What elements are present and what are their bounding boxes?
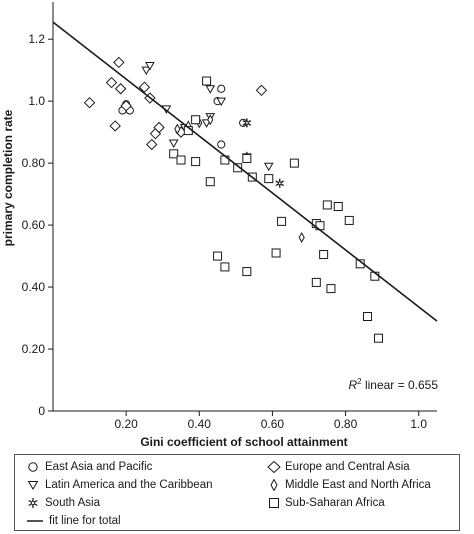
data-point: [277, 216, 287, 226]
data-point: [202, 76, 212, 86]
data-point: [145, 62, 155, 71]
circle-marker-icon: [28, 462, 38, 472]
data-point: [263, 162, 274, 172]
x-tick-label: 0.20: [114, 417, 138, 431]
data-point: [138, 81, 151, 93]
data-point: [153, 121, 165, 134]
data-point: [298, 231, 305, 244]
data-point: [333, 202, 343, 211]
data-point: [205, 85, 216, 94]
data-point: [271, 248, 281, 258]
y-axis-ticks: 0 0.20 0.40 0.60 0.80 1.0 1.2: [22, 32, 53, 418]
line-marker-icon: [27, 520, 43, 522]
data-point: [255, 84, 268, 97]
square-marker-icon: [269, 498, 279, 508]
diamond-marker-icon: [267, 461, 281, 473]
data-point: [344, 215, 354, 225]
legend-label: South Asia: [45, 497, 100, 509]
legend: East Asia and Pacific Europe and Central…: [14, 454, 460, 531]
y-tick-label: 0.20: [22, 342, 46, 356]
data-point: [207, 114, 214, 126]
legend-label: Latin America and the Caribbean: [45, 479, 213, 491]
data-point: [109, 120, 121, 132]
data-point: [242, 153, 252, 163]
data-point: [217, 84, 226, 93]
data-point: [120, 100, 132, 112]
x-axis-title: Gini coefficient of school attainment: [140, 435, 347, 449]
series-south-asia: [242, 118, 284, 188]
data-point: [275, 178, 284, 188]
data-point: [213, 251, 223, 261]
small-diamond-marker-icon: [270, 479, 278, 491]
y-tick-label: 1.0: [28, 94, 45, 108]
y-tick-label: 0.40: [22, 280, 46, 294]
data-point: [168, 139, 179, 148]
data-point: [216, 97, 227, 107]
series-east-asia-and-pacific: [118, 84, 248, 149]
data-point: [191, 157, 201, 167]
y-axis-title: primary completion rate: [1, 109, 15, 246]
r-squared-annotation: R2 linear = 0.655: [348, 377, 438, 392]
data-point: [141, 66, 152, 76]
fit-line: [52, 21, 438, 322]
data-point: [264, 174, 274, 184]
y-tick-label: 0.60: [22, 218, 46, 232]
data-point: [373, 333, 383, 343]
data-point: [242, 118, 252, 128]
data-point: [233, 163, 243, 173]
data-point: [176, 155, 186, 165]
plot-area: [52, 21, 438, 343]
x-tick-label: 0.40: [188, 417, 212, 431]
data-point: [114, 83, 127, 95]
star-marker-icon: [28, 498, 38, 508]
legend-label: Sub-Saharan Africa: [285, 497, 385, 509]
data-point: [326, 284, 336, 294]
data-point: [169, 149, 179, 159]
scatter-chart: 0.20 0.40 0.60 0.80 1.0 0 0.20 0.40 0.60 0.80 1.0…: [1, 2, 438, 449]
data-point: [220, 262, 230, 272]
series-europe-and-central-asia: [83, 56, 268, 151]
x-tick-label: 1.0: [410, 417, 427, 431]
data-point: [105, 76, 118, 89]
data-point: [311, 277, 321, 287]
data-point: [319, 250, 329, 260]
data-point: [363, 311, 373, 321]
y-tick-label: 1.2: [28, 32, 45, 46]
x-tick-label: 0.80: [334, 417, 358, 431]
data-point: [205, 177, 215, 187]
data-point: [217, 140, 226, 149]
legend-label: East Asia and Pacific: [45, 461, 153, 473]
data-point: [174, 123, 181, 135]
legend-label: Europe and Central Asia: [285, 461, 410, 473]
data-point: [242, 267, 252, 277]
y-tick-label: 0.80: [22, 156, 46, 170]
triangle-marker-icon: [27, 481, 39, 490]
data-point: [146, 138, 158, 151]
data-point: [289, 158, 299, 168]
data-point: [113, 56, 125, 69]
data-point: [83, 96, 96, 109]
x-axis-ticks: 0.20 0.40 0.60 0.80 1.0: [114, 411, 427, 431]
series-sub-saharan-africa: [169, 76, 383, 343]
data-point: [322, 200, 332, 210]
data-point: [191, 115, 201, 125]
y-tick-label: 0: [38, 404, 45, 418]
legend-label: Middle East and North Africa: [285, 479, 431, 491]
legend-label: fit line for total: [49, 515, 121, 527]
x-tick-label: 0.60: [261, 417, 285, 431]
